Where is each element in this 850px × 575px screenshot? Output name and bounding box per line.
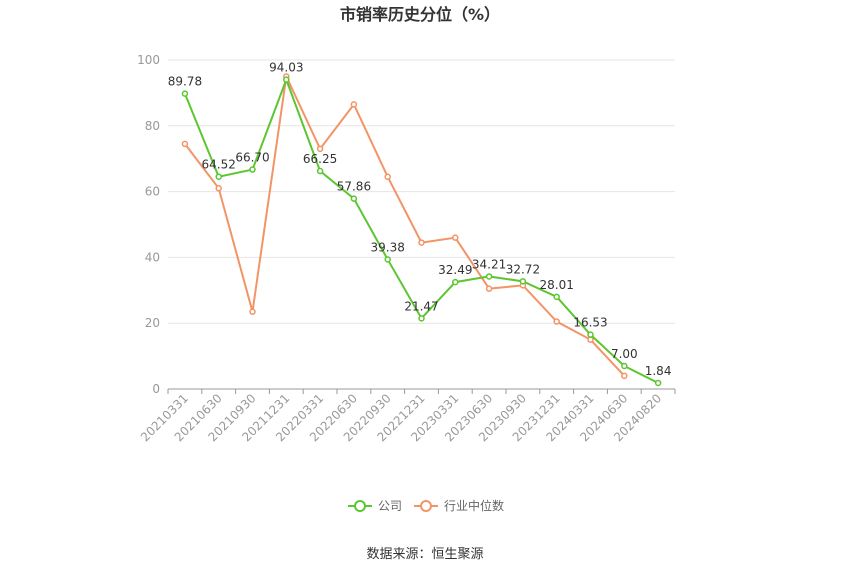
data-point (181, 90, 189, 97)
y-tick-label: 100 (137, 53, 160, 67)
y-axis-ticks: 0 20 40 60 80 100 (137, 53, 160, 396)
data-point (283, 76, 290, 83)
data-label: 21.47 (404, 299, 438, 313)
data-point (316, 167, 324, 175)
data-point (452, 278, 459, 286)
y-tick-label: 60 (145, 185, 160, 199)
data-source: 数据来源：恒生聚源 (366, 547, 483, 562)
data-point (621, 362, 628, 370)
data-label: 34.21 (472, 257, 506, 271)
data-point (350, 101, 358, 108)
data-point (553, 318, 560, 325)
data-point (485, 285, 493, 292)
data-point (249, 166, 256, 173)
y-tick-label: 20 (145, 316, 160, 330)
data-point (215, 185, 222, 192)
data-point (418, 315, 425, 322)
data-point (654, 379, 662, 387)
legend-marker (420, 500, 432, 512)
data-label: 94.03 (269, 61, 303, 75)
data-label: 28.01 (540, 278, 574, 292)
data-label: 32.49 (438, 263, 472, 277)
y-tick-label: 80 (145, 119, 160, 133)
data-point (215, 173, 222, 180)
data-point (621, 372, 628, 380)
data-label: 89.78 (168, 75, 202, 89)
data-point (350, 195, 358, 202)
data-label: 7.00 (611, 347, 638, 361)
data-point (249, 308, 256, 315)
data-point (587, 331, 594, 338)
legend-item-industry-median[interactable]: 行业中位数 (414, 498, 504, 513)
y-tick-label: 40 (145, 250, 160, 264)
series-line (184, 72, 626, 377)
legend-label: 行业中位数 (444, 498, 504, 513)
data-label: 66.25 (303, 152, 337, 166)
y-tick-label: 0 (152, 382, 160, 396)
legend-label: 公司 (378, 499, 402, 513)
data-label: 57.86 (337, 180, 371, 194)
grid-lines (168, 59, 675, 324)
data-point (384, 173, 391, 181)
legend[interactable]: 公司 行业中位数 (348, 498, 504, 513)
data-label: 16.53 (573, 316, 607, 330)
data-point (181, 140, 189, 148)
data-point (587, 336, 594, 343)
data-point (418, 239, 425, 246)
x-axis-ticks: 2021033120210630202109302021123120220331… (138, 389, 676, 444)
series-company (181, 76, 662, 387)
data-label: 32.72 (506, 262, 540, 276)
series-industry-median (181, 72, 628, 380)
legend-item-company[interactable]: 公司 (348, 499, 402, 513)
data-label: 1.84 (645, 364, 672, 378)
data-point (384, 256, 391, 263)
chart-title: 市销率历史分位（%） (340, 5, 500, 24)
data-point (519, 278, 527, 285)
data-label: 66.70 (235, 151, 269, 165)
data-point (485, 273, 493, 280)
data-point (553, 293, 560, 301)
legend-marker (354, 500, 366, 512)
data-point (452, 234, 459, 241)
data-label: 64.52 (202, 158, 236, 172)
data-point (316, 145, 324, 153)
data-label: 39.38 (371, 240, 405, 254)
